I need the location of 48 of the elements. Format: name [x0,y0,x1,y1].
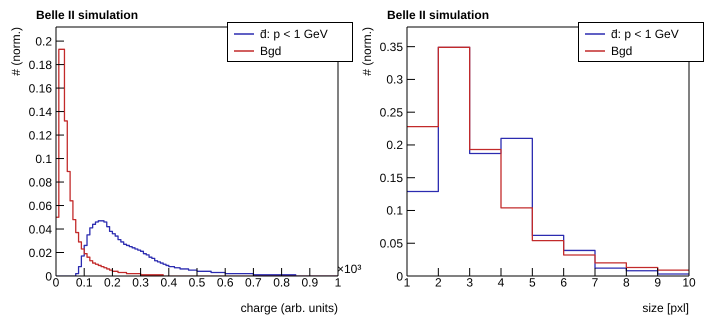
x-tick-label: 0.8 [273,276,290,290]
x-tick-label: 2 [434,276,442,290]
x-tick-label: 0.9 [301,276,318,290]
y-tick-label: 0.06 [28,198,52,213]
y-tick-label: 0.12 [28,128,52,142]
x-tick-label: 0.3 [132,276,150,290]
legend-label: d̄: p < 1 GeV [260,26,328,40]
x-axis-title: size [pxl] [642,301,689,315]
x-tick-label: 8 [622,276,630,290]
y-tick-label: 0.3 [386,72,404,87]
y-axis-title: # (norm.) [9,27,23,76]
x-tick-label: 1 [334,276,342,290]
y-tick-label: 0.02 [28,246,52,260]
x-tick-label: 10 [682,276,696,290]
x-tick-label: 1 [404,276,411,290]
x-tick-label: 0.2 [104,276,122,290]
y-tick-label: 0.25 [380,105,404,120]
annotation: ×10³ [337,262,362,276]
x-tick-label: 0.1 [76,276,93,290]
y-tick-label: 0.35 [380,40,404,54]
x-tick-label: 0.5 [188,276,206,290]
legend-label: Bgd [611,44,632,58]
x-tick-label: 3 [466,276,474,290]
x-tick-label: 0.6 [216,276,234,290]
x-tick-label: 9 [654,276,662,290]
legend-label: d̄: p < 1 GeV [611,26,679,40]
chart-title: Belle II simulation [387,8,490,22]
legend-label: Bgd [260,44,282,58]
y-tick-label: 0.2 [35,34,52,48]
y-tick-label: 0.2 [386,138,404,152]
y-tick-label: 0.04 [28,222,52,236]
chart-title: Belle II simulation [36,8,138,22]
x-tick-label: 7 [592,276,599,290]
y-tick-label: 0.16 [28,81,52,96]
x-tick-label: 0.4 [160,276,178,290]
x-tick-label: 0.7 [245,276,262,290]
x-tick-label: 6 [560,276,568,290]
x-tick-label: 4 [498,276,505,290]
x-tick-label: 5 [528,276,536,290]
y-tick-label: 0.14 [28,104,52,119]
y-tick-label: 0.18 [28,58,52,72]
y-axis-title: # (norm.) [360,27,374,76]
y-tick-label: 0.15 [380,170,404,185]
x-axis-title: charge (arb. units) [240,301,338,315]
y-tick-label: 0.08 [28,175,52,190]
y-tick-label: 0.05 [380,236,404,250]
y-tick-label: 0.1 [386,204,404,218]
y-tick-label: 0.1 [35,152,52,166]
